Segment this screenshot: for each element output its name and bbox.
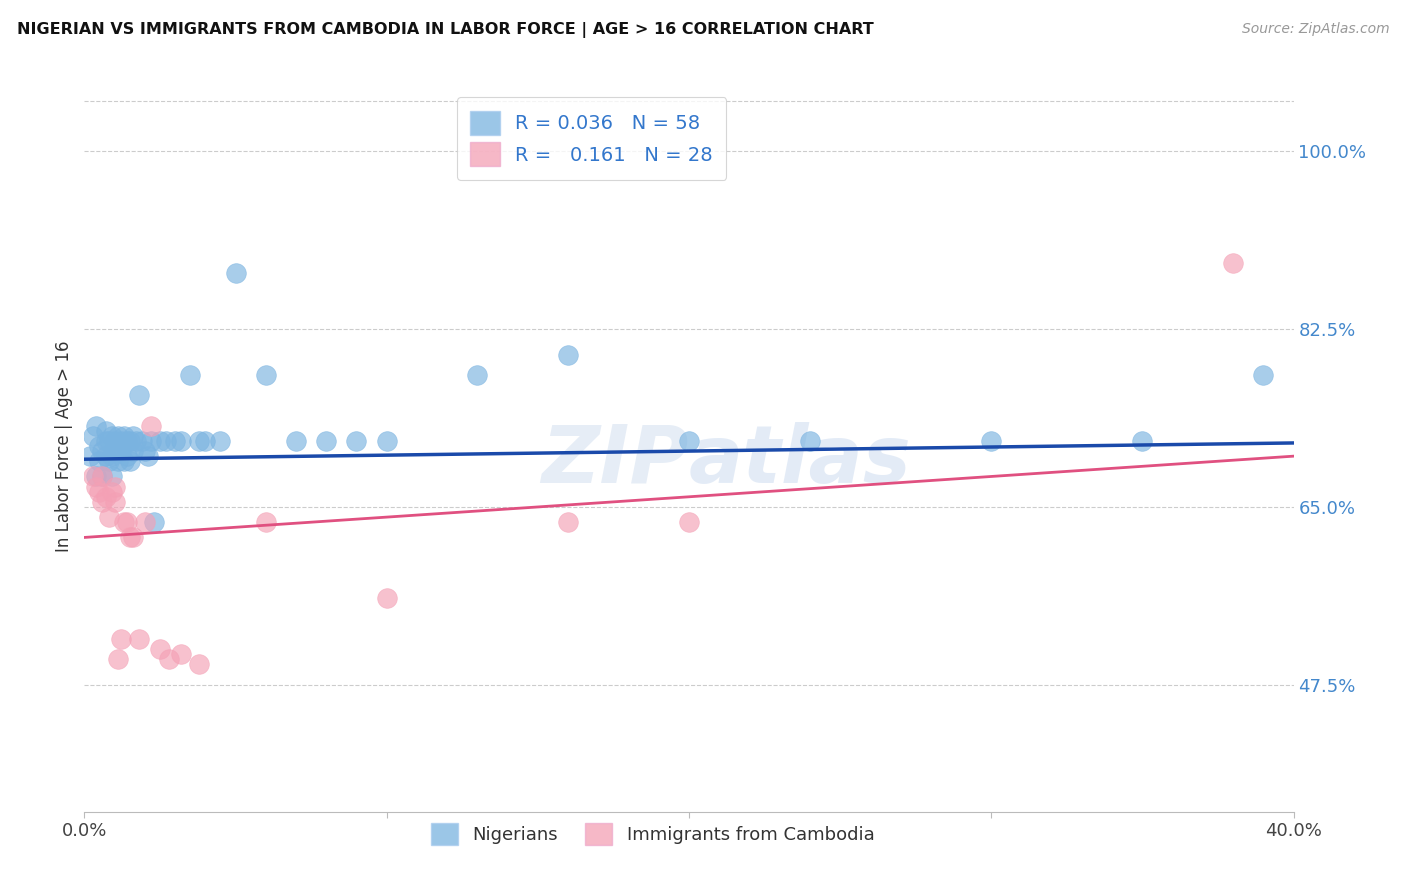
Point xyxy=(104,434,127,448)
Point xyxy=(115,449,138,463)
Point xyxy=(142,515,165,529)
Point xyxy=(121,530,143,544)
Point xyxy=(100,449,122,463)
Point xyxy=(91,444,114,458)
Point xyxy=(136,449,159,463)
Point xyxy=(467,368,489,382)
Point xyxy=(139,434,162,448)
Point xyxy=(170,434,193,448)
Point xyxy=(170,647,193,661)
Point xyxy=(100,484,122,499)
Point xyxy=(86,469,108,483)
Point xyxy=(1222,256,1244,270)
Point xyxy=(128,632,150,646)
Point xyxy=(557,515,579,529)
Point xyxy=(100,469,122,483)
Point xyxy=(799,434,821,448)
Point xyxy=(139,418,162,433)
Point xyxy=(118,454,141,468)
Point xyxy=(254,368,277,382)
Point xyxy=(121,444,143,458)
Point xyxy=(188,657,211,672)
Point xyxy=(118,530,141,544)
Point xyxy=(678,515,700,529)
Point xyxy=(149,642,172,657)
Text: ZIP: ZIP xyxy=(541,422,689,500)
Text: atlas: atlas xyxy=(689,422,911,500)
Point xyxy=(86,480,108,494)
Point xyxy=(375,591,398,606)
Point xyxy=(89,439,111,453)
Point xyxy=(209,434,232,448)
Point xyxy=(118,434,141,448)
Point xyxy=(980,434,1002,448)
Point xyxy=(97,434,120,448)
Point xyxy=(112,515,135,529)
Point xyxy=(82,429,104,443)
Point xyxy=(104,444,127,458)
Point xyxy=(91,495,114,509)
Point xyxy=(115,515,138,529)
Point xyxy=(97,510,120,524)
Point xyxy=(91,469,114,483)
Point xyxy=(86,418,108,433)
Point xyxy=(155,434,177,448)
Point xyxy=(107,429,129,443)
Point xyxy=(557,347,579,362)
Point xyxy=(94,449,117,463)
Point xyxy=(100,429,122,443)
Point xyxy=(112,454,135,468)
Point xyxy=(157,652,180,666)
Point xyxy=(89,454,111,468)
Point xyxy=(179,368,201,382)
Point xyxy=(94,434,117,448)
Text: Source: ZipAtlas.com: Source: ZipAtlas.com xyxy=(1241,22,1389,37)
Point xyxy=(110,632,132,646)
Point xyxy=(97,454,120,468)
Point xyxy=(285,434,308,448)
Point xyxy=(121,429,143,443)
Point xyxy=(194,434,217,448)
Point xyxy=(79,449,101,463)
Point xyxy=(112,429,135,443)
Point xyxy=(128,388,150,402)
Point xyxy=(188,434,211,448)
Legend: Nigerians, Immigrants from Cambodia: Nigerians, Immigrants from Cambodia xyxy=(422,814,883,854)
Point xyxy=(82,469,104,483)
Point xyxy=(110,434,132,448)
Point xyxy=(375,434,398,448)
Point xyxy=(165,434,187,448)
Point xyxy=(225,266,247,280)
Point xyxy=(94,424,117,438)
Point xyxy=(94,490,117,504)
Text: NIGERIAN VS IMMIGRANTS FROM CAMBODIA IN LABOR FORCE | AGE > 16 CORRELATION CHART: NIGERIAN VS IMMIGRANTS FROM CAMBODIA IN … xyxy=(17,22,873,38)
Point xyxy=(254,515,277,529)
Point xyxy=(678,434,700,448)
Point xyxy=(315,434,337,448)
Point xyxy=(134,515,156,529)
Point xyxy=(1130,434,1153,448)
Point xyxy=(104,495,127,509)
Point xyxy=(125,434,148,448)
Point xyxy=(115,434,138,448)
Point xyxy=(91,469,114,483)
Point xyxy=(131,434,153,448)
Point xyxy=(1253,368,1275,382)
Point xyxy=(107,652,129,666)
Point xyxy=(89,484,111,499)
Point xyxy=(346,434,368,448)
Point xyxy=(110,444,132,458)
Point xyxy=(149,434,172,448)
Y-axis label: In Labor Force | Age > 16: In Labor Force | Age > 16 xyxy=(55,340,73,552)
Point xyxy=(134,444,156,458)
Point xyxy=(107,454,129,468)
Point xyxy=(104,480,127,494)
